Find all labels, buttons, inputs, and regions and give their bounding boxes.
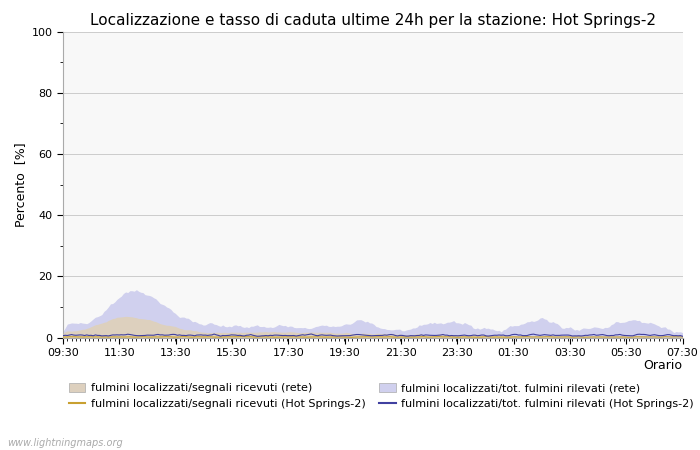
Y-axis label: Percento  [%]: Percento [%] bbox=[15, 142, 27, 227]
Title: Localizzazione e tasso di caduta ultime 24h per la stazione: Hot Springs-2: Localizzazione e tasso di caduta ultime … bbox=[90, 13, 656, 27]
Text: Orario: Orario bbox=[643, 359, 682, 372]
Text: www.lightningmaps.org: www.lightningmaps.org bbox=[7, 438, 122, 448]
Legend: fulmini localizzati/segnali ricevuti (rete), fulmini localizzati/segnali ricevut: fulmini localizzati/segnali ricevuti (re… bbox=[69, 383, 694, 410]
